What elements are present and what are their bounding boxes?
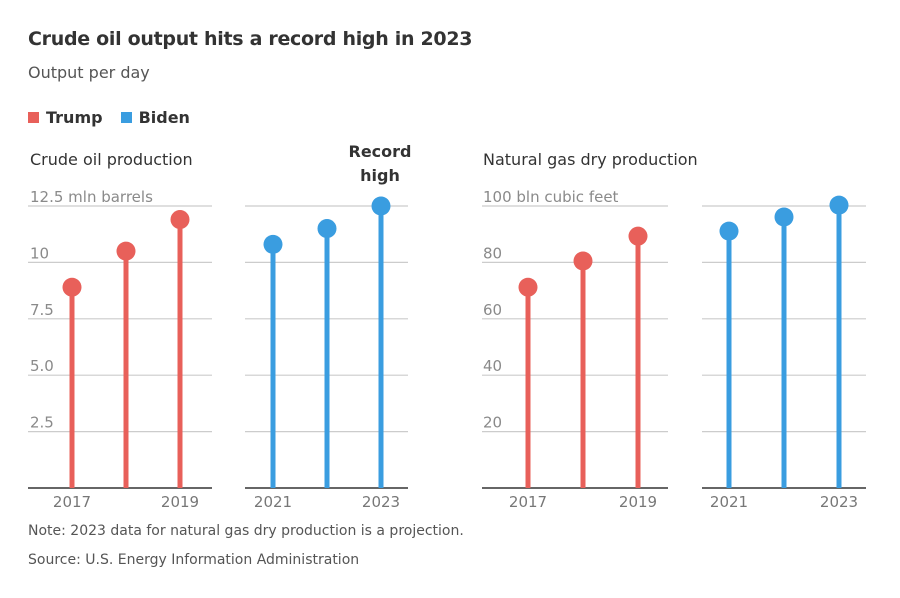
natural-gas-panel-title: Natural gas dry production: [483, 150, 698, 169]
legend-item-biden: Biden: [120, 108, 190, 127]
note-text: Note: 2023 data for natural gas dry prod…: [28, 523, 464, 539]
crude-oil-dot: [317, 219, 337, 239]
crude-oil-y-tick-label: 2.5: [30, 414, 54, 432]
natural-gas-dot: [518, 277, 538, 297]
crude-oil-x-tick-label: 2019: [161, 493, 199, 511]
crude-oil-x-tick-label: 2021: [254, 493, 292, 511]
record-high-line2: high: [360, 166, 400, 185]
natural-gas-dot: [774, 207, 794, 227]
natural-gas-y-tick-label: 40: [483, 357, 502, 375]
legend-swatch-biden: [120, 112, 132, 123]
natural-gas-dot: [719, 221, 739, 241]
natural-gas-y-tick-label: 100 bln cubic feet: [483, 188, 619, 206]
crude-oil-y-tick-label: 12.5 mln barrels: [30, 188, 153, 206]
natural-gas-dot: [573, 251, 593, 271]
natural-gas-x-tick-label: 2023: [820, 493, 858, 511]
crude-oil-x-tick-label: 2017: [53, 493, 91, 511]
crude-oil-y-tick-label: 5.0: [30, 357, 54, 375]
legend-item-trump: Trump: [28, 108, 103, 127]
legend-label-trump: Trump: [46, 108, 103, 127]
crude-oil-dot: [62, 277, 82, 297]
source-text: Source: U.S. Energy Information Administ…: [28, 552, 360, 568]
crude-oil-x-tick-label: 2023: [362, 493, 400, 511]
chart-subtitle: Output per day: [28, 63, 150, 82]
natural-gas-y-tick-label: 20: [483, 414, 502, 432]
chart-title: Crude oil output hits a record high in 2…: [28, 28, 473, 50]
natural-gas-x-tick-label: 2019: [619, 493, 657, 511]
natural-gas-x-tick-label: 2017: [509, 493, 547, 511]
legend-swatch-trump: [28, 112, 39, 123]
crude-oil-dot: [371, 196, 391, 216]
legend-label-biden: Biden: [138, 108, 190, 127]
crude-oil-panel-title: Crude oil production: [30, 150, 193, 169]
natural-gas-dot: [628, 226, 648, 246]
crude-oil-dot: [170, 210, 190, 230]
record-high-line1: Record: [348, 142, 412, 161]
crude-oil-dot: [263, 234, 283, 254]
natural-gas-y-tick-label: 60: [483, 301, 502, 319]
natural-gas-dot: [829, 195, 849, 215]
crude-oil-y-tick-label: 10: [30, 244, 49, 262]
crude-oil-y-tick-label: 7.5: [30, 301, 54, 319]
natural-gas-y-tick-label: 80: [483, 244, 502, 262]
record-high-annotation: Record high: [340, 140, 420, 188]
crude-oil-dot: [116, 241, 136, 261]
natural-gas-x-tick-label: 2021: [710, 493, 748, 511]
legend: Trump Biden: [28, 108, 190, 127]
